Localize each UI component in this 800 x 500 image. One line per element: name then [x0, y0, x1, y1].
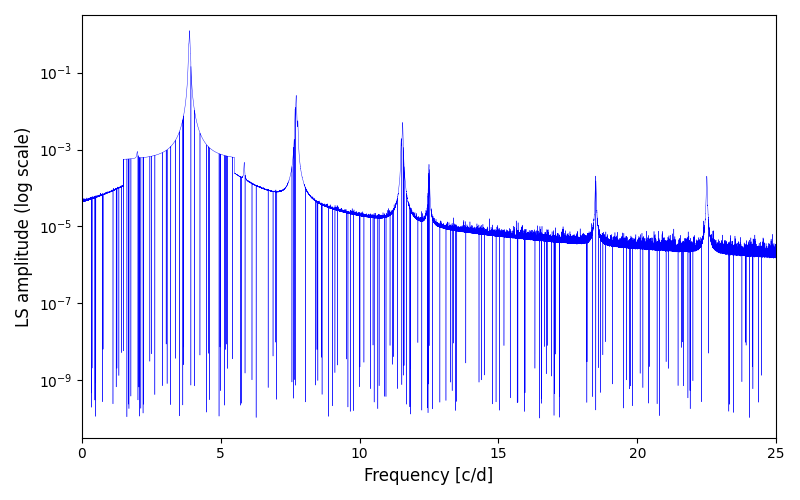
Y-axis label: LS amplitude (log scale): LS amplitude (log scale)	[15, 126, 33, 326]
X-axis label: Frequency [c/d]: Frequency [c/d]	[364, 467, 494, 485]
